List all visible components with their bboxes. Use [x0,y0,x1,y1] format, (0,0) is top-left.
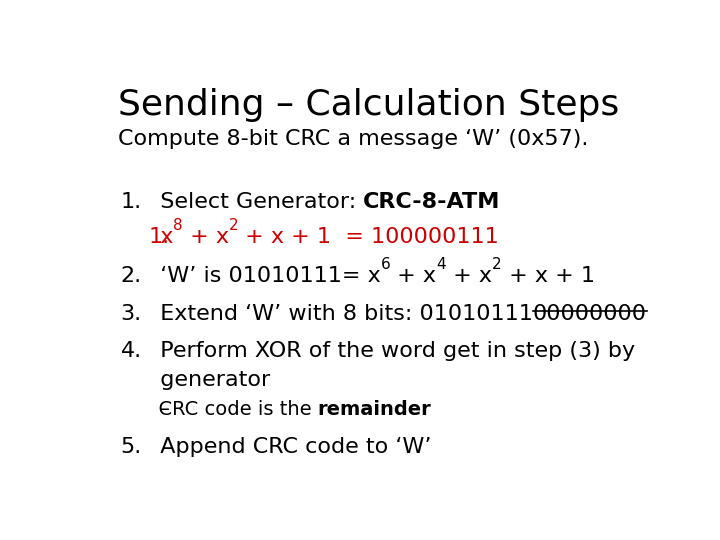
Text: 5.: 5. [121,437,142,457]
Text: x: x [145,227,174,247]
Text: 8: 8 [174,218,183,233]
Text: ‘W’ is 01010111= x: ‘W’ is 01010111= x [145,266,381,286]
Text: –: – [160,400,170,419]
Text: 2.: 2. [121,266,142,286]
Text: CRC code is the: CRC code is the [145,400,318,419]
Text: Select Generator:: Select Generator: [145,192,363,212]
Text: Append CRC code to ‘W’: Append CRC code to ‘W’ [145,437,431,457]
Text: 4.: 4. [121,341,142,361]
Text: generator: generator [145,370,270,390]
Text: + x: + x [446,266,492,286]
Text: + x + 1  = 100000111: + x + 1 = 100000111 [238,227,499,247]
Text: + x: + x [183,227,229,247]
Text: 1.: 1. [121,192,142,212]
Text: + x: + x [390,266,436,286]
Text: 3.: 3. [121,304,142,324]
Text: 6: 6 [381,258,390,272]
Text: remainder: remainder [318,400,431,419]
Text: Perform XOR of the word get in step (3) by: Perform XOR of the word get in step (3) … [145,341,635,361]
Text: 2: 2 [229,218,238,233]
Text: Compute 8-bit CRC a message ‘W’ (0x57).: Compute 8-bit CRC a message ‘W’ (0x57). [118,129,588,149]
Text: 00000000: 00000000 [533,304,647,324]
Text: Extend ‘W’ with 8 bits: 01010111: Extend ‘W’ with 8 bits: 01010111 [145,304,533,324]
Text: + x + 1: + x + 1 [502,266,595,286]
Text: CRC-8-ATM: CRC-8-ATM [363,192,500,212]
Text: 2: 2 [492,258,502,272]
Text: Sending – Calculation Steps: Sending – Calculation Steps [118,87,620,122]
Text: 4: 4 [436,258,446,272]
Text: 1.: 1. [148,227,170,247]
